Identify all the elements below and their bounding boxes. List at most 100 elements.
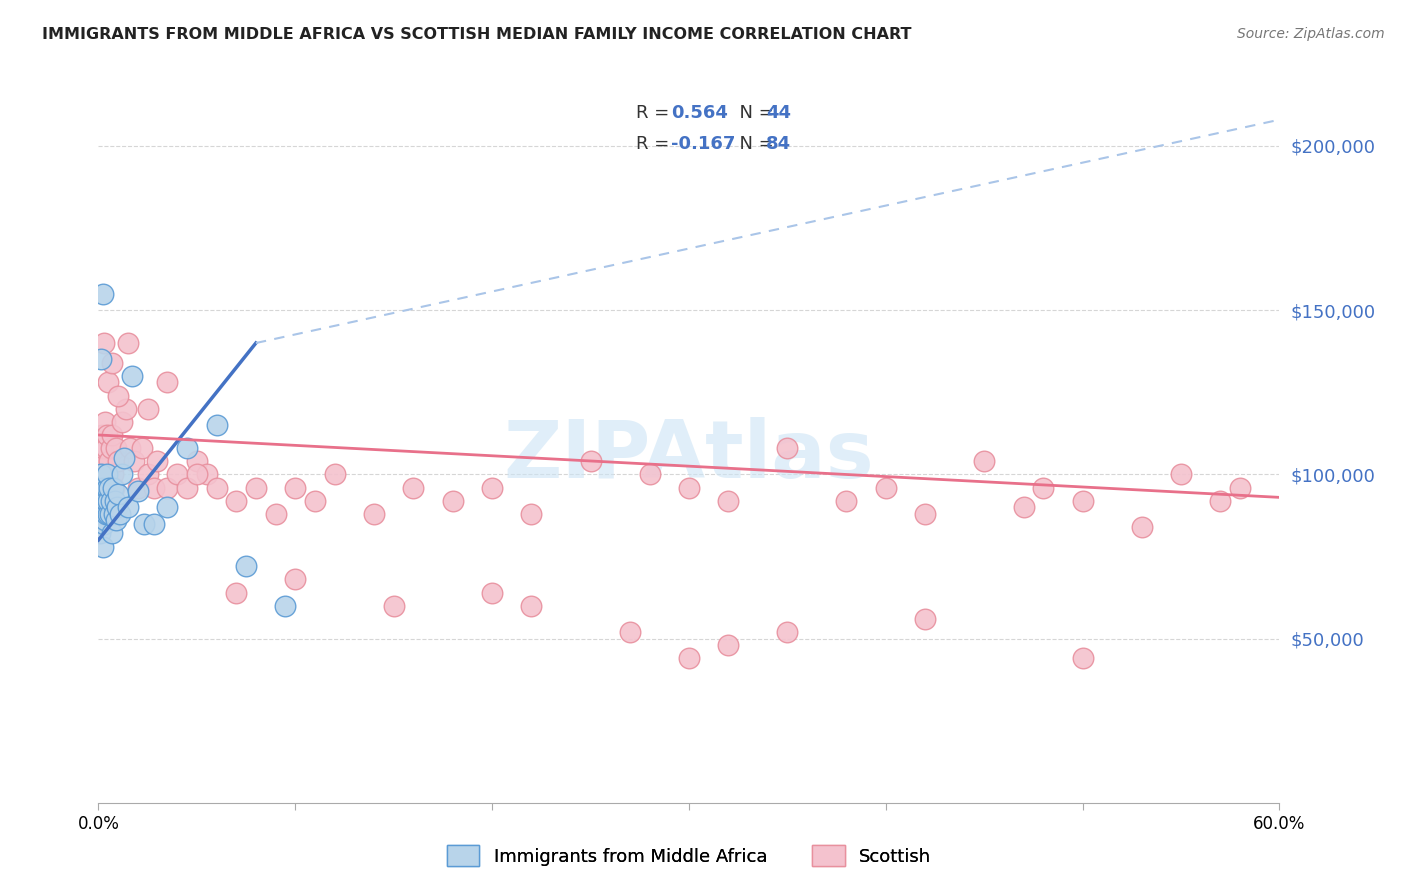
Point xyxy=(776,625,799,640)
Point xyxy=(1130,520,1153,534)
Point xyxy=(111,467,134,482)
Point xyxy=(142,516,165,531)
Point xyxy=(717,638,740,652)
Point xyxy=(108,507,131,521)
Point xyxy=(103,481,125,495)
Point xyxy=(97,376,120,390)
Point xyxy=(914,612,936,626)
Point xyxy=(98,481,121,495)
Point xyxy=(89,507,111,521)
Point xyxy=(93,516,115,531)
Point xyxy=(117,500,139,515)
Point xyxy=(91,441,114,455)
Point xyxy=(93,467,115,482)
Point xyxy=(481,481,503,495)
Text: ZIPAtlas: ZIPAtlas xyxy=(503,417,875,495)
Text: N =: N = xyxy=(728,103,779,122)
Point xyxy=(284,573,307,587)
Point xyxy=(97,467,120,482)
Point xyxy=(112,450,135,465)
Point xyxy=(146,454,169,468)
Point xyxy=(91,454,114,468)
Point xyxy=(111,415,134,429)
Text: 84: 84 xyxy=(766,135,790,153)
Point xyxy=(89,483,111,498)
Point xyxy=(93,493,115,508)
Point xyxy=(441,493,464,508)
Point xyxy=(91,428,114,442)
Point xyxy=(1209,493,1232,508)
Point xyxy=(96,428,118,442)
Point xyxy=(142,481,165,495)
Point xyxy=(105,441,128,455)
Point xyxy=(678,651,700,665)
Text: IMMIGRANTS FROM MIDDLE AFRICA VS SCOTTISH MEDIAN FAMILY INCOME CORRELATION CHART: IMMIGRANTS FROM MIDDLE AFRICA VS SCOTTIS… xyxy=(42,27,911,42)
Point xyxy=(235,559,257,574)
Point xyxy=(131,441,153,455)
Point xyxy=(107,388,129,402)
Point xyxy=(875,481,897,495)
Point xyxy=(579,454,602,468)
Point xyxy=(973,454,995,468)
Point xyxy=(96,441,118,455)
Point xyxy=(776,441,799,455)
Point xyxy=(225,585,247,599)
Point xyxy=(93,500,115,515)
Point xyxy=(914,507,936,521)
Point xyxy=(638,467,661,482)
Point xyxy=(132,516,155,531)
Point xyxy=(176,441,198,455)
Point xyxy=(186,454,208,468)
Point xyxy=(678,481,700,495)
Point xyxy=(89,467,111,482)
Point xyxy=(103,507,125,521)
Point xyxy=(101,526,124,541)
Point xyxy=(520,507,543,521)
Point xyxy=(1012,500,1035,515)
Point xyxy=(136,467,159,482)
Point xyxy=(127,481,149,495)
Point xyxy=(100,493,122,508)
Point xyxy=(93,336,115,351)
Point xyxy=(264,507,287,521)
Point xyxy=(91,493,114,508)
Point xyxy=(89,526,111,541)
Point xyxy=(323,467,346,482)
Text: 44: 44 xyxy=(766,103,790,122)
Point xyxy=(121,368,143,383)
Point xyxy=(115,401,138,416)
Text: R =: R = xyxy=(636,103,675,122)
Point xyxy=(91,507,114,521)
Point xyxy=(1071,493,1094,508)
Point xyxy=(107,487,129,501)
Point xyxy=(619,625,641,640)
Point xyxy=(717,493,740,508)
Point xyxy=(103,481,125,495)
Point xyxy=(101,428,124,442)
Text: Source: ZipAtlas.com: Source: ZipAtlas.com xyxy=(1237,27,1385,41)
Point xyxy=(205,481,228,495)
Point xyxy=(105,500,128,515)
Point xyxy=(205,418,228,433)
Point xyxy=(94,483,117,498)
Point xyxy=(96,493,118,508)
Point xyxy=(98,507,121,521)
Point xyxy=(1229,481,1251,495)
Point xyxy=(103,467,125,482)
Point xyxy=(122,454,145,468)
Point xyxy=(91,481,114,495)
Point xyxy=(186,467,208,482)
Point xyxy=(835,493,858,508)
Point xyxy=(195,467,218,482)
Point xyxy=(90,493,112,508)
Point xyxy=(89,481,111,495)
Point xyxy=(382,599,405,613)
Point xyxy=(402,481,425,495)
Point xyxy=(117,336,139,351)
Point xyxy=(90,441,112,455)
Point xyxy=(1032,481,1054,495)
Point xyxy=(481,585,503,599)
Point xyxy=(156,481,179,495)
Point xyxy=(94,507,117,521)
Point xyxy=(93,540,115,554)
